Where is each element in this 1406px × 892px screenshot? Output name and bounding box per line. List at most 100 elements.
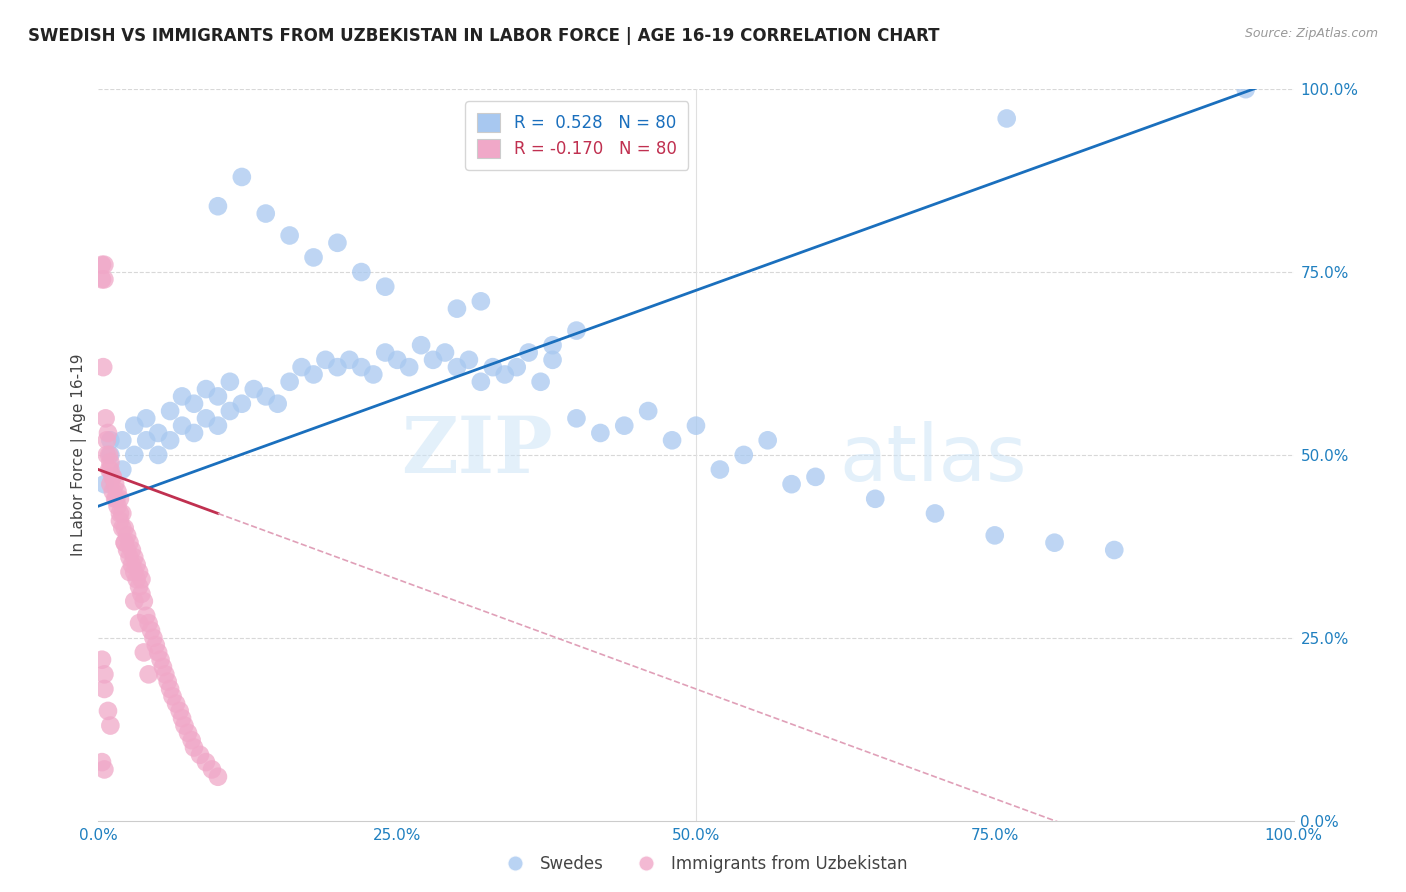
Point <box>118 535 141 549</box>
Point <box>93 258 115 272</box>
Point <box>231 397 253 411</box>
Point <box>148 425 170 440</box>
Point <box>115 543 138 558</box>
Point <box>135 608 157 623</box>
Point <box>93 681 115 696</box>
Point <box>142 631 165 645</box>
Point <box>101 470 124 484</box>
Point <box>128 580 150 594</box>
Point <box>114 521 136 535</box>
Point <box>132 594 155 608</box>
Point <box>177 726 200 740</box>
Point <box>98 718 122 732</box>
Point <box>481 360 505 375</box>
Point <box>326 360 349 375</box>
Point <box>207 770 229 784</box>
Point <box>173 718 195 732</box>
Point <box>374 345 396 359</box>
Point <box>201 763 224 777</box>
Point <box>470 294 492 309</box>
Point <box>104 491 127 506</box>
Point <box>124 448 146 462</box>
Point <box>506 360 529 375</box>
Point <box>111 434 134 448</box>
Point <box>207 389 229 403</box>
Point <box>183 425 205 440</box>
Point <box>124 418 146 433</box>
Point <box>278 228 301 243</box>
Point <box>98 477 122 491</box>
Point <box>121 558 143 572</box>
Point <box>194 382 218 396</box>
Point <box>152 660 174 674</box>
Point <box>156 674 179 689</box>
Point <box>135 411 157 425</box>
Text: atlas: atlas <box>839 420 1026 497</box>
Point <box>108 491 131 506</box>
Point <box>350 360 373 375</box>
Point <box>207 418 229 433</box>
Point <box>207 199 229 213</box>
Point <box>155 667 177 681</box>
Point <box>118 565 141 579</box>
Point <box>172 711 194 725</box>
Point <box>398 360 420 375</box>
Point <box>98 462 122 476</box>
Point <box>93 477 115 491</box>
Point <box>733 448 755 462</box>
Point <box>302 251 325 265</box>
Point <box>98 455 122 469</box>
Point <box>93 763 115 777</box>
Point <box>326 235 349 250</box>
Point <box>219 404 242 418</box>
Point <box>458 352 481 367</box>
Point <box>194 411 218 425</box>
Point <box>446 360 468 375</box>
Point <box>172 418 194 433</box>
Point <box>131 587 153 601</box>
Point <box>517 345 540 359</box>
Point <box>114 535 136 549</box>
Point <box>115 528 138 542</box>
Point <box>91 272 114 286</box>
Point <box>565 324 588 338</box>
Point <box>132 645 155 659</box>
Point <box>470 375 492 389</box>
Point <box>231 169 253 184</box>
Point <box>91 653 114 667</box>
Point <box>97 425 120 440</box>
Y-axis label: In Labor Force | Age 16-19: In Labor Force | Age 16-19 <box>72 353 87 557</box>
Point <box>148 448 170 462</box>
Point <box>685 418 707 433</box>
Point <box>91 755 114 769</box>
Point <box>125 572 148 586</box>
Point <box>107 499 129 513</box>
Point <box>98 434 122 448</box>
Point <box>139 624 162 638</box>
Point <box>529 375 551 389</box>
Point <box>149 653 172 667</box>
Point <box>108 514 131 528</box>
Point <box>162 690 184 704</box>
Point <box>135 434 157 448</box>
Point <box>565 411 588 425</box>
Point <box>433 345 456 359</box>
Point <box>183 740 205 755</box>
Point <box>995 112 1018 126</box>
Point <box>98 448 121 462</box>
Point <box>863 491 887 506</box>
Point <box>101 470 124 484</box>
Point <box>315 352 337 367</box>
Point <box>589 425 612 440</box>
Point <box>339 352 360 367</box>
Text: SWEDISH VS IMMIGRANTS FROM UZBEKISTAN IN LABOR FORCE | AGE 16-19 CORRELATION CHA: SWEDISH VS IMMIGRANTS FROM UZBEKISTAN IN… <box>28 27 939 45</box>
Legend: R =  0.528   N = 80, R = -0.170   N = 80: R = 0.528 N = 80, R = -0.170 N = 80 <box>465 101 688 169</box>
Point <box>637 404 659 418</box>
Point <box>302 368 325 382</box>
Point <box>93 667 115 681</box>
Point <box>159 434 181 448</box>
Point <box>124 565 146 579</box>
Point <box>159 681 181 696</box>
Point <box>183 397 205 411</box>
Point <box>145 638 167 652</box>
